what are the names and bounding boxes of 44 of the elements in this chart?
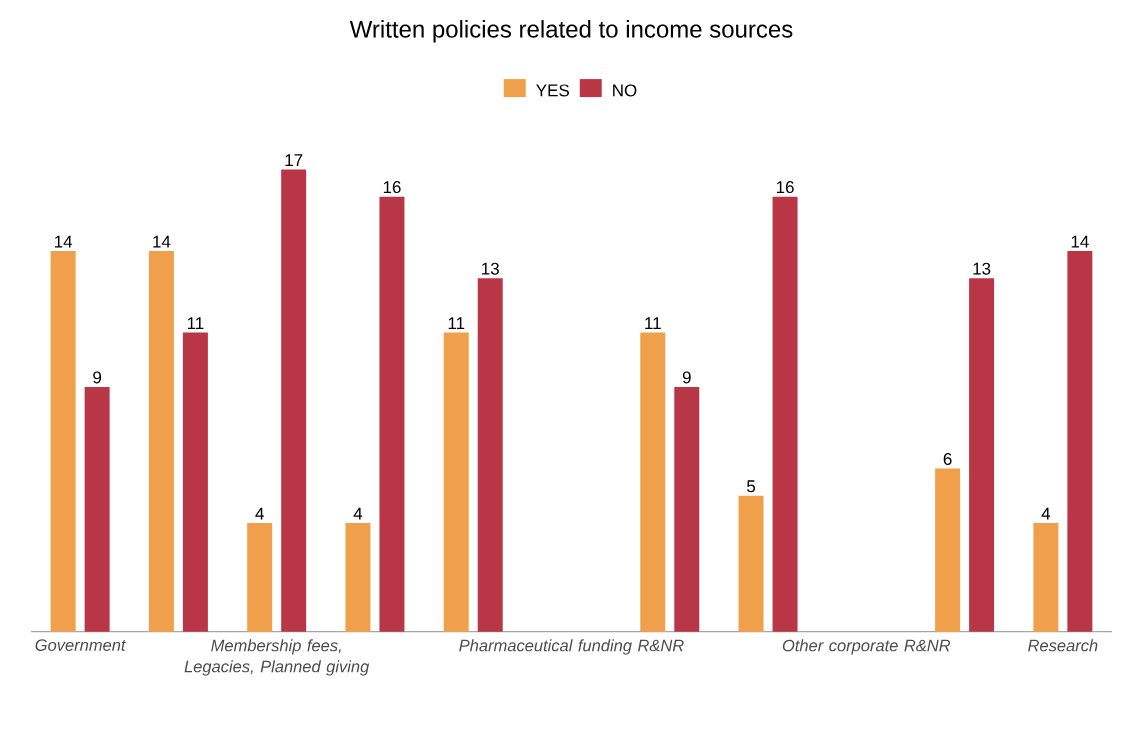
bar	[969, 278, 995, 632]
bar	[1033, 523, 1059, 632]
bar	[84, 387, 110, 632]
x-tick-label: Government	[35, 639, 127, 652]
data-label: 4	[255, 507, 264, 520]
data-label: 5	[747, 480, 756, 493]
legend-label: NO	[613, 84, 637, 97]
bar	[640, 332, 666, 632]
data-label: 17	[285, 154, 303, 167]
bar	[443, 332, 469, 632]
data-label: 9	[682, 371, 691, 384]
bar	[247, 523, 273, 632]
x-tick-label: Membership fees, Legacies, Planned giving	[184, 639, 370, 676]
bar	[50, 251, 76, 632]
bar	[1067, 251, 1093, 632]
legend-label: YES	[536, 84, 569, 97]
data-label: 13	[973, 262, 991, 275]
data-label: 16	[383, 181, 401, 194]
data-label: 16	[776, 181, 794, 194]
bar	[674, 387, 700, 632]
bar	[738, 495, 764, 632]
bar	[281, 169, 307, 632]
bar	[182, 332, 208, 632]
x-tick-label: Pharmaceutical funding R&NR	[459, 639, 684, 655]
data-label: 4	[353, 507, 363, 520]
bar	[345, 523, 371, 632]
data-label: 14	[54, 235, 73, 248]
bar	[772, 196, 798, 632]
data-label: 6	[943, 453, 952, 466]
x-tick-label: Research	[1028, 639, 1098, 652]
data-label: 11	[645, 317, 661, 330]
x-tick-label: Other corporate R&NR	[782, 639, 951, 655]
data-label: 11	[448, 317, 465, 330]
data-label: 4	[1041, 507, 1051, 520]
data-label: 14	[153, 235, 171, 248]
chart-title: Written policies related to income sources	[349, 20, 793, 43]
data-label: 13	[482, 262, 499, 275]
data-label: 9	[93, 371, 102, 384]
bar	[477, 278, 503, 632]
bar	[379, 196, 405, 632]
bar	[148, 251, 174, 632]
data-label: 11	[187, 317, 204, 330]
data-label: 14	[1071, 235, 1089, 248]
bar	[935, 468, 961, 632]
